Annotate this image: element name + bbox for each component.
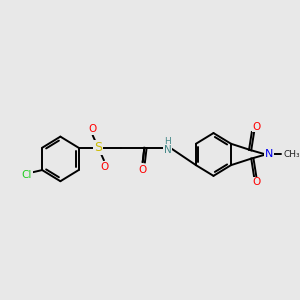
Text: CH₃: CH₃ [284, 150, 300, 159]
Text: H: H [164, 137, 171, 146]
Text: Cl: Cl [22, 170, 32, 180]
Text: N: N [265, 149, 273, 160]
Text: O: O [253, 177, 261, 188]
Text: O: O [138, 165, 146, 175]
Text: O: O [100, 162, 109, 172]
Text: O: O [88, 124, 96, 134]
Text: S: S [94, 141, 102, 154]
Text: O: O [253, 122, 261, 131]
Text: N: N [164, 145, 171, 155]
